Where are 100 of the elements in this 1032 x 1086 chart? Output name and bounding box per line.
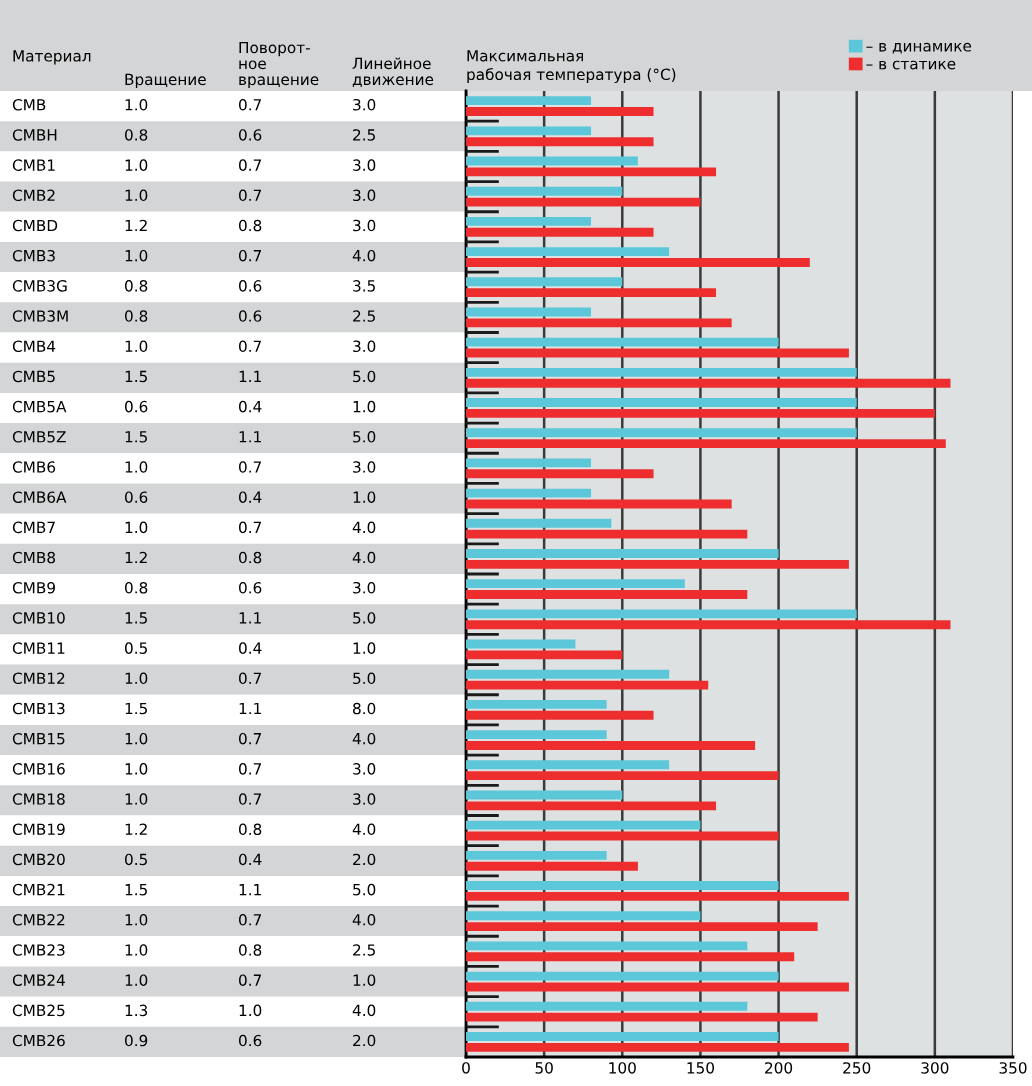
bar (466, 579, 685, 589)
data-label: 4.0 (352, 914, 376, 926)
bar (466, 730, 607, 740)
category-label: CMB6 (12, 461, 56, 473)
bar (466, 227, 654, 237)
data-label: 0.6 (125, 400, 148, 413)
data-label: 3.0 (353, 219, 376, 232)
bar (466, 186, 623, 196)
category-label: CMB23 (12, 944, 65, 956)
bar (466, 911, 701, 921)
data-label: 0.8 (125, 581, 148, 594)
category-label: CMB10 (12, 612, 65, 624)
data-label: 0.7 (239, 461, 261, 473)
bar (466, 197, 701, 207)
data-label: 0.6 (239, 280, 262, 292)
data-label: 4.0 (352, 521, 376, 534)
category-label: CMB12 (12, 672, 65, 685)
category-label: CMB3G (12, 280, 67, 292)
data-label: 1.5 (125, 431, 147, 443)
bar (466, 941, 748, 951)
data-label: 3.0 (353, 98, 376, 111)
data-label: 4.0 (352, 823, 376, 836)
category-label: CMB5A (12, 400, 67, 413)
data-label: 1.0 (125, 98, 148, 111)
data-label: 1.1 (239, 884, 261, 896)
data-label: 4.0 (352, 249, 376, 262)
bar (466, 1032, 779, 1041)
data-label: 5.0 (353, 672, 376, 685)
data-label: 1.0 (239, 1004, 262, 1017)
data-label: 0.4 (239, 491, 262, 503)
data-label: 2.5 (353, 310, 375, 322)
bar (466, 96, 592, 106)
x-tick-label: 300 (921, 1062, 949, 1074)
data-label: 1.3 (125, 1004, 148, 1017)
data-label: 1.5 (125, 702, 147, 715)
category-label: CMB13 (12, 702, 65, 715)
text: Материал (13, 50, 91, 65)
data-label: 1.0 (125, 340, 148, 353)
data-label: 1.1 (239, 431, 261, 443)
data-label: 0.4 (239, 400, 262, 413)
data-label: 0.7 (239, 521, 261, 534)
data-label: 1.0 (125, 974, 148, 986)
data-label: 8.0 (353, 702, 376, 715)
bar (466, 1012, 818, 1022)
data-label: 3.0 (353, 461, 376, 473)
bar (466, 850, 607, 860)
category-label: CMB5Z (12, 431, 66, 443)
data-label: 4.0 (352, 551, 376, 564)
data-label: 1.1 (239, 370, 261, 382)
data-label: 0.7 (239, 249, 261, 262)
bar (466, 549, 779, 558)
data-label: 1.1 (239, 612, 261, 624)
category-label: CMB1 (12, 159, 55, 171)
bar (466, 801, 717, 811)
data-label: 1.2 (125, 823, 147, 835)
data-label: 1.0 (125, 793, 148, 805)
category-label: CMB25 (12, 1004, 65, 1017)
data-label: 5.0 (353, 431, 376, 443)
data-label: 0.6 (125, 491, 148, 503)
category-label: CMB9 (12, 581, 55, 594)
data-label: 1.0 (125, 461, 148, 473)
data-label: 1.0 (125, 763, 148, 775)
data-label: 0.7 (239, 98, 261, 111)
data-label: 1.5 (125, 612, 147, 624)
bar (466, 156, 638, 166)
data-label: 2.0 (353, 853, 376, 866)
category-label: CMB11 (12, 642, 65, 654)
bar (466, 247, 670, 257)
x-tick-label: 100 (609, 1062, 636, 1074)
text: Линейное движение (352, 57, 434, 88)
data-label: 0.8 (125, 129, 148, 141)
data-label: 1.0 (125, 914, 148, 926)
data-label: 0.8 (239, 823, 262, 836)
category-label: CMB7 (12, 521, 55, 534)
category-label: CMB (12, 98, 46, 111)
bar (466, 288, 717, 298)
data-label: 0.7 (239, 763, 261, 775)
data-label: 0.7 (239, 914, 261, 926)
category-label: CMBD (12, 219, 58, 232)
data-label: 1.0 (125, 944, 148, 956)
category-label: CMB22 (12, 914, 65, 926)
data-label: 0.5 (125, 642, 147, 654)
bar (466, 258, 810, 267)
category-label: CMB21 (12, 883, 65, 896)
category-label: CMB15 (12, 732, 65, 745)
bar (466, 820, 701, 830)
data-label: 1.2 (125, 219, 147, 232)
data-label: 1.1 (239, 702, 261, 715)
category-label: CMB6A (12, 491, 67, 503)
data-label: 0.7 (239, 340, 261, 353)
bar (466, 216, 592, 226)
bar (466, 337, 779, 347)
data-label: 4.0 (352, 732, 376, 745)
category-label: CMB18 (12, 793, 65, 805)
bar (466, 699, 607, 709)
data-label: 0.8 (239, 944, 262, 956)
data-label: 0.7 (239, 732, 261, 745)
category-label: CMB3 (12, 249, 55, 262)
data-label: 1.0 (125, 521, 148, 534)
bar (466, 650, 623, 660)
